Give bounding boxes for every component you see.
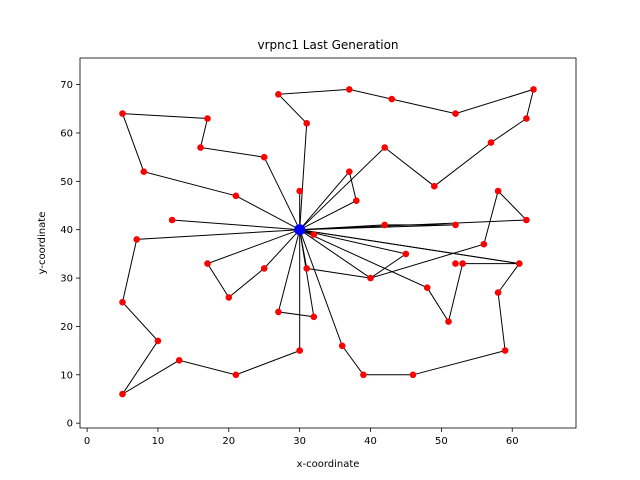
route-7 (277, 88, 535, 231)
customer-point-15 (338, 342, 346, 350)
y-tick-label: 60 (60, 128, 73, 139)
customer-point-39 (501, 347, 509, 354)
customer-point-45 (360, 371, 367, 379)
customer-point-34 (516, 260, 523, 267)
customer-point-40 (119, 390, 126, 398)
customer-point-12 (303, 265, 311, 272)
route-13 (299, 229, 521, 376)
customer-point-3 (452, 110, 459, 117)
y-tick-label: 10 (60, 370, 73, 381)
x-tick-label: 40 (364, 436, 377, 447)
customer-point-18 (204, 260, 211, 267)
customer-point-21 (523, 216, 530, 224)
y-tick-label: 0 (67, 419, 73, 430)
y-tick-label: 40 (60, 225, 73, 236)
customer-point-17 (275, 308, 282, 316)
x-tick-label: 60 (506, 436, 519, 447)
customer-point-29 (494, 187, 502, 195)
customer-point-50 (480, 240, 488, 248)
x-tick-label: 20 (222, 436, 235, 447)
customer-point-35 (523, 115, 530, 122)
customer-point-37 (310, 313, 318, 321)
customer-point-41 (154, 337, 162, 345)
customer-point-13 (119, 298, 126, 306)
customer-point-27 (296, 187, 304, 195)
customer-point-30 (494, 289, 502, 296)
customer-point-42 (232, 371, 240, 379)
route-5 (121, 113, 301, 231)
y-tick-label: 20 (60, 322, 73, 333)
customer-point-33 (409, 371, 417, 379)
route-2 (277, 229, 315, 318)
y-tick-label: 50 (60, 177, 73, 188)
depot-point (294, 224, 306, 236)
y-tick-label: 70 (60, 80, 73, 91)
customer-points (119, 86, 537, 398)
customer-point-20 (487, 139, 495, 146)
customer-point-28 (388, 95, 396, 103)
customer-point-44 (296, 347, 304, 354)
customer-point-38 (402, 250, 410, 258)
y-axis: 0 10 20 30 40 50 60 70 (60, 80, 80, 430)
customer-point-25 (133, 236, 140, 243)
customer-point-31 (346, 86, 353, 93)
customer-point-1 (346, 168, 353, 175)
customer-point-16 (452, 221, 459, 229)
plot-frame (79, 57, 577, 429)
customer-point-26 (275, 91, 282, 98)
customer-point-5 (367, 274, 374, 282)
route-11 (299, 229, 371, 279)
customer-point-6 (232, 192, 240, 200)
customer-point-14 (168, 216, 176, 224)
chart-title: vrpnc1 Last Generation (257, 38, 398, 52)
customer-point-43 (119, 110, 126, 117)
depot-layer (294, 224, 306, 236)
customer-point-32 (353, 197, 360, 204)
customer-point-10 (445, 318, 452, 325)
x-tick-label: 10 (152, 436, 165, 447)
y-tick-label: 30 (60, 274, 73, 285)
x-axis-label: x-coordinate (297, 459, 360, 470)
customer-point-2 (431, 182, 438, 190)
x-axis: 0 10 20 30 40 50 60 (84, 428, 519, 447)
customer-point-49 (423, 284, 431, 292)
customer-point-22 (381, 144, 389, 151)
customer-point-9 (452, 260, 459, 267)
customer-point-19 (175, 357, 183, 364)
customer-point-47 (260, 265, 268, 272)
x-tick-label: 0 (84, 436, 90, 447)
route-8 (299, 170, 357, 231)
customer-point-8 (303, 120, 311, 127)
customer-point-23 (197, 144, 204, 151)
customer-point-7 (204, 115, 211, 122)
customer-point-51 (459, 260, 466, 267)
customer-point-48 (260, 153, 268, 161)
customer-point-4 (225, 294, 233, 301)
x-tick-label: 30 (293, 436, 306, 447)
customer-point-24 (140, 168, 148, 175)
customer-point-36 (530, 86, 537, 93)
x-tick-label: 50 (435, 436, 448, 447)
customer-point-46 (310, 231, 318, 238)
customer-point-11 (381, 221, 389, 229)
y-axis-label: y-coordinate (37, 212, 48, 275)
